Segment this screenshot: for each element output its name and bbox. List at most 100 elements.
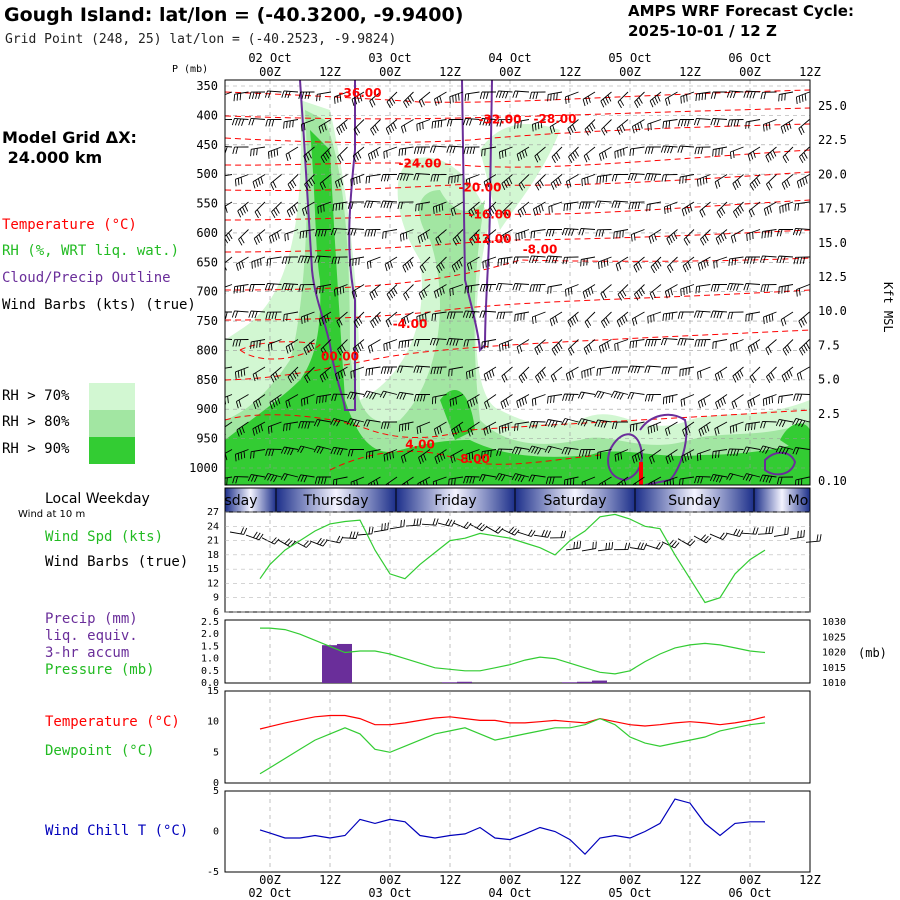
wind-barb bbox=[679, 174, 695, 184]
wind-barb bbox=[251, 256, 266, 269]
wind-barb bbox=[745, 119, 761, 129]
weekday-label: sday bbox=[224, 493, 257, 509]
weekday-cell bbox=[276, 488, 396, 512]
wind-barb bbox=[514, 119, 530, 129]
wind-barb bbox=[433, 421, 447, 436]
pressure-tick: 1025 bbox=[822, 632, 846, 643]
wind-barb bbox=[435, 229, 447, 245]
pressure-unit: P (mb) bbox=[172, 64, 208, 75]
wind-barb bbox=[581, 541, 597, 552]
wind-barb bbox=[370, 311, 381, 329]
wind-barb bbox=[549, 311, 563, 327]
temperature-contour-label: -32.00 bbox=[479, 112, 522, 126]
wind-barb bbox=[667, 256, 678, 274]
wind-barb bbox=[304, 174, 315, 191]
wind-barb bbox=[773, 527, 789, 537]
wind-barb bbox=[742, 473, 761, 482]
wind-barb bbox=[529, 91, 546, 100]
precip-bar bbox=[442, 682, 457, 683]
top-hour-label: 12Z bbox=[439, 65, 461, 79]
wind-barb bbox=[316, 284, 332, 294]
wind-barb bbox=[433, 91, 447, 106]
wind-barb bbox=[613, 542, 631, 551]
wind-barb bbox=[225, 338, 233, 340]
top-hour-label: 12Z bbox=[319, 65, 341, 79]
wind-barb bbox=[629, 421, 645, 432]
page-title: Gough Island: lat/lon = (-40.3200, -9.94… bbox=[4, 4, 464, 26]
wind-barb bbox=[280, 446, 299, 456]
lower-series bbox=[225, 511, 810, 856]
wind-barb bbox=[469, 522, 488, 532]
wind-barb bbox=[661, 366, 678, 375]
wind-barb bbox=[318, 311, 332, 327]
wind-barb bbox=[370, 119, 381, 136]
wind-barb bbox=[714, 421, 728, 436]
wind-barb bbox=[463, 339, 480, 347]
wind-barb bbox=[385, 476, 398, 485]
top-date-label: 03 Oct bbox=[368, 51, 411, 65]
wind-barb bbox=[715, 394, 728, 410]
pressure-tick-label: 850 bbox=[196, 373, 218, 387]
wind-barb bbox=[551, 339, 563, 356]
wind-barb bbox=[781, 366, 794, 383]
wind-barb bbox=[710, 283, 728, 292]
wind-barb bbox=[252, 421, 266, 436]
wind-barb bbox=[663, 476, 678, 485]
wind-barb bbox=[694, 146, 711, 155]
wind-barb bbox=[405, 518, 422, 527]
wind-barb bbox=[727, 311, 744, 320]
wind-barb bbox=[431, 394, 447, 405]
wind-barb bbox=[733, 201, 744, 219]
wind-barb bbox=[464, 91, 480, 102]
precip-tick: 1.0 bbox=[201, 654, 219, 665]
wind-barb bbox=[782, 339, 794, 356]
precip-bar bbox=[577, 681, 592, 683]
wind-barb bbox=[584, 311, 596, 329]
wind-barb bbox=[434, 449, 447, 465]
wind-barb bbox=[760, 284, 777, 292]
wind-barb bbox=[611, 200, 629, 209]
wind-barb bbox=[715, 229, 728, 245]
wind-barb bbox=[416, 311, 431, 324]
precip-tick: 2.0 bbox=[201, 629, 219, 640]
wind-barb bbox=[798, 311, 810, 328]
wind-barb bbox=[264, 282, 282, 291]
wind-barb bbox=[233, 91, 249, 102]
pressure-axis-unit: (mb) bbox=[858, 646, 887, 660]
wind-barb bbox=[225, 229, 233, 246]
wind-barb bbox=[367, 339, 381, 354]
pressure-ticks: 350 400 450 500 550 600 650 700 750 800 850 900 950 1… bbox=[189, 79, 218, 475]
wind-barb bbox=[300, 311, 315, 324]
wind-speed-tick: 6 bbox=[213, 607, 219, 618]
pressure-tick-label: 800 bbox=[196, 343, 218, 357]
wind-barb bbox=[502, 201, 513, 219]
wind-barb bbox=[694, 475, 711, 484]
wind-barb bbox=[530, 229, 546, 239]
wind-barb bbox=[517, 529, 536, 537]
wind-barb bbox=[677, 119, 694, 127]
wind-barb bbox=[481, 146, 497, 157]
precip-tick: 1.5 bbox=[201, 641, 219, 652]
wind-barb bbox=[479, 118, 497, 126]
wind-barb bbox=[747, 394, 761, 409]
wind-barb bbox=[403, 91, 414, 109]
wind-barb bbox=[534, 146, 546, 163]
wind-barb bbox=[644, 173, 662, 181]
top-hour-label: 00Z bbox=[259, 65, 281, 79]
wind-barb bbox=[369, 91, 381, 108]
wind-barb bbox=[287, 366, 299, 384]
wind-barb bbox=[231, 117, 249, 126]
bottom-hour-label: 00Z bbox=[259, 873, 281, 887]
wind-barb bbox=[780, 119, 794, 134]
wind-barb bbox=[531, 119, 546, 132]
height-tick-label: 12.5 bbox=[818, 270, 847, 284]
wind-barb bbox=[583, 146, 596, 163]
wind-barb bbox=[485, 201, 497, 219]
wind-barb bbox=[398, 421, 414, 432]
wind-barb bbox=[496, 448, 513, 456]
temperature-contour-label: -28.00 bbox=[534, 112, 577, 126]
wind-barb bbox=[253, 394, 266, 410]
wind-barb bbox=[696, 449, 711, 462]
wind-barb bbox=[385, 119, 398, 135]
wind-barb bbox=[415, 201, 431, 212]
